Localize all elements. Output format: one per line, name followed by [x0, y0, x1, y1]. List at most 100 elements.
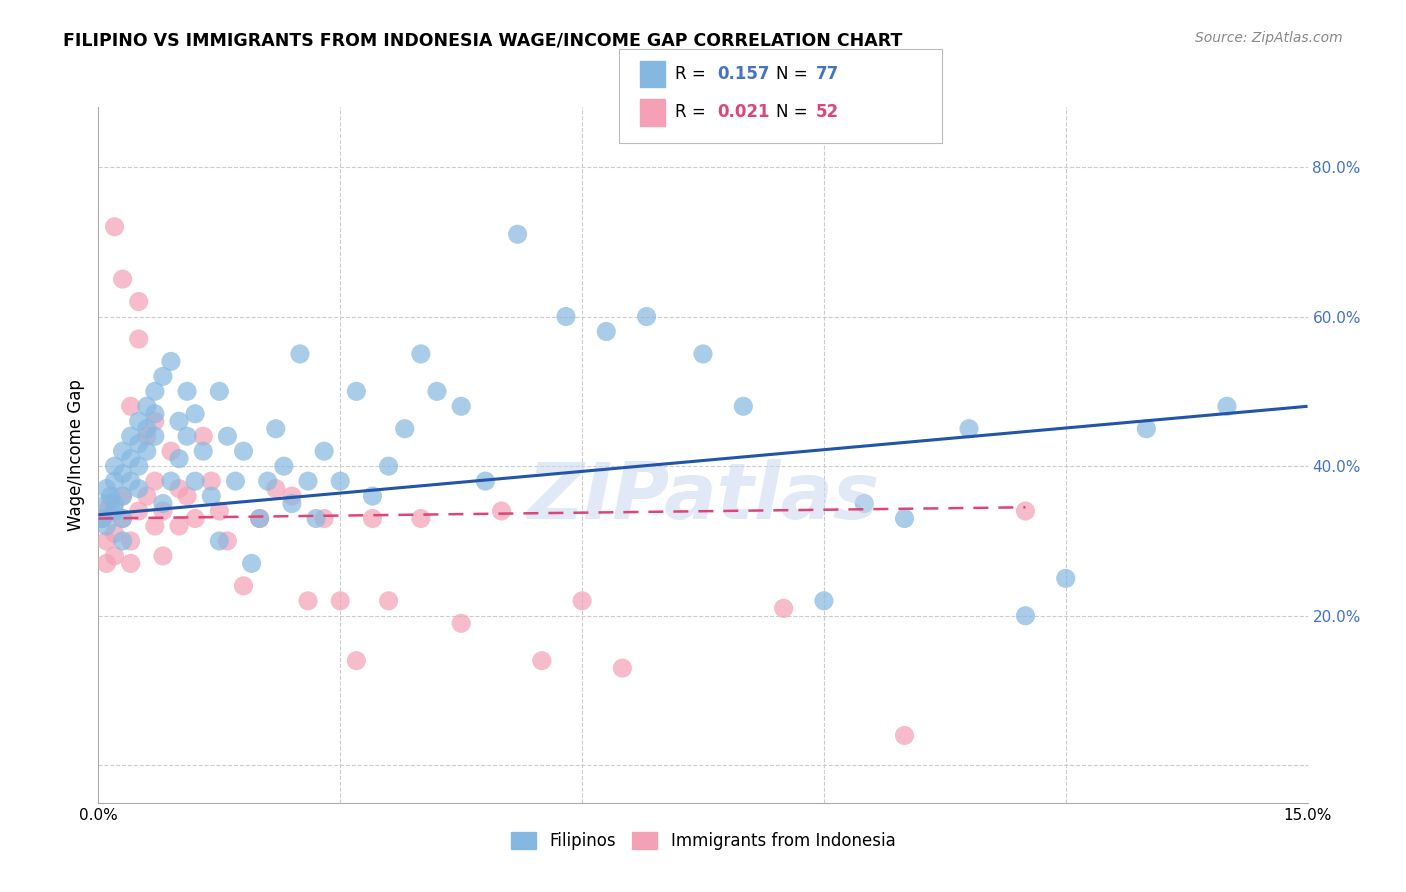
Point: [135, 422, 157, 436]
Point: [111, 511, 134, 525]
Point: [160, 444, 183, 458]
Point: [143, 519, 166, 533]
Point: [409, 511, 432, 525]
Point: [491, 504, 513, 518]
Point: [143, 414, 166, 428]
Text: 77: 77: [815, 65, 839, 83]
Text: R =: R =: [675, 65, 711, 83]
Point: [96, 482, 118, 496]
Point: [893, 511, 915, 525]
Point: [264, 422, 287, 436]
Point: [256, 474, 278, 488]
Point: [506, 227, 529, 242]
Point: [167, 451, 190, 466]
Point: [273, 459, 295, 474]
Point: [200, 474, 222, 488]
Point: [1014, 608, 1036, 623]
Point: [1216, 399, 1239, 413]
Point: [111, 489, 134, 503]
Point: [100, 489, 122, 503]
Point: [184, 407, 207, 421]
Point: [120, 399, 142, 413]
Point: [135, 399, 157, 413]
Point: [120, 557, 142, 571]
Point: [120, 429, 142, 443]
Point: [595, 325, 617, 339]
Point: [111, 533, 134, 548]
Point: [571, 594, 593, 608]
Text: 0.021: 0.021: [717, 103, 769, 121]
Point: [853, 497, 876, 511]
Point: [135, 444, 157, 458]
Text: Source: ZipAtlas.com: Source: ZipAtlas.com: [1195, 31, 1343, 45]
Point: [344, 384, 367, 399]
Point: [281, 489, 304, 503]
Point: [143, 407, 166, 421]
Point: [281, 497, 304, 511]
Point: [96, 504, 118, 518]
Point: [103, 459, 125, 474]
Point: [100, 497, 122, 511]
Point: [957, 422, 980, 436]
Point: [143, 474, 166, 488]
Point: [772, 601, 794, 615]
Point: [120, 533, 142, 548]
Point: [135, 429, 157, 443]
Point: [103, 474, 125, 488]
Point: [377, 459, 399, 474]
Point: [893, 729, 915, 743]
Point: [111, 444, 134, 458]
Point: [111, 489, 134, 503]
Point: [297, 474, 319, 488]
Point: [344, 654, 367, 668]
Point: [184, 474, 207, 488]
Point: [128, 414, 150, 428]
Point: [143, 384, 166, 399]
Point: [128, 459, 150, 474]
Point: [813, 594, 835, 608]
Point: [103, 526, 125, 541]
Point: [208, 504, 231, 518]
Point: [217, 533, 239, 548]
Point: [361, 489, 384, 503]
Point: [167, 519, 190, 533]
Point: [96, 557, 118, 571]
Point: [1054, 571, 1077, 585]
Point: [91, 511, 114, 525]
Point: [193, 429, 215, 443]
Point: [152, 497, 174, 511]
Point: [184, 511, 207, 525]
Point: [176, 384, 198, 399]
Point: [224, 474, 246, 488]
Point: [394, 422, 416, 436]
Point: [208, 384, 231, 399]
Point: [329, 594, 352, 608]
Point: [128, 482, 150, 496]
Text: N =: N =: [776, 65, 813, 83]
Point: [314, 511, 336, 525]
Point: [426, 384, 449, 399]
Point: [120, 474, 142, 488]
Text: ZIPatlas: ZIPatlas: [527, 458, 879, 534]
Point: [264, 482, 287, 496]
Point: [96, 533, 118, 548]
Legend: Filipinos, Immigrants from Indonesia: Filipinos, Immigrants from Indonesia: [503, 826, 903, 857]
Point: [176, 429, 198, 443]
Point: [208, 533, 231, 548]
Point: [636, 310, 658, 324]
Point: [135, 489, 157, 503]
Point: [152, 549, 174, 563]
Point: [612, 661, 634, 675]
Point: [96, 497, 118, 511]
Point: [377, 594, 399, 608]
Point: [305, 511, 328, 525]
Point: [176, 489, 198, 503]
Point: [450, 399, 472, 413]
Point: [288, 347, 311, 361]
Point: [474, 474, 496, 488]
Text: R =: R =: [675, 103, 711, 121]
Point: [1014, 504, 1036, 518]
Point: [1135, 422, 1157, 436]
Point: [232, 579, 254, 593]
Point: [329, 474, 352, 488]
